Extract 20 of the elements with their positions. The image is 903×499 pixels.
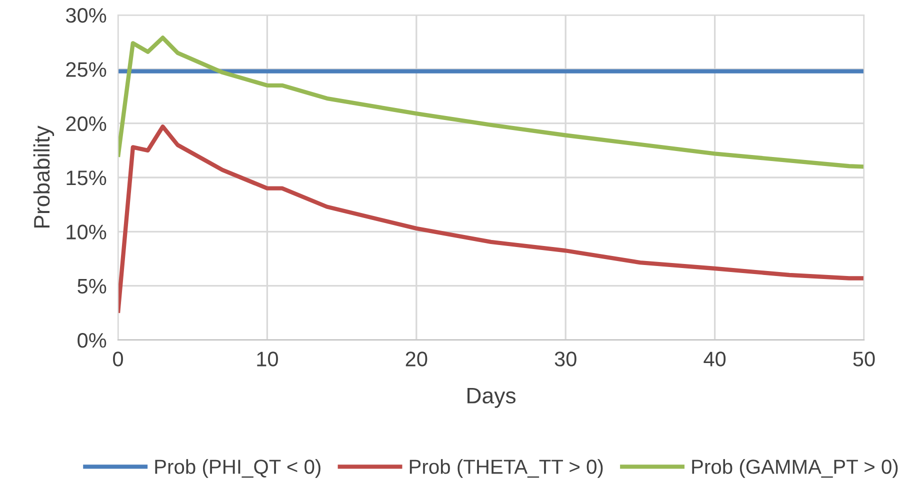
line-series [118,36,864,169]
y-tick-label: 10% [66,224,106,240]
y-tick-label: 20% [66,116,106,132]
y-tick-label: 5% [78,278,106,294]
y-tick-label: 25% [66,62,106,77]
y-tick-label: 0% [78,333,106,348]
line-series [118,124,864,315]
x-tick-label: 0 [113,352,123,366]
y-axis-title: Probability [33,126,54,228]
legend-label: Prob (PHI_QT < 0) [155,459,320,478]
x-tick-label: 40 [704,352,726,366]
y-tick-label: 30% [66,8,106,23]
legend-label: Prob (THETA_TT > 0) [410,459,603,478]
x-tick-label: 30 [554,352,576,366]
x-tick-label: 50 [853,352,875,366]
legend-label: Prob (GAMMA_PT > 0) [692,459,898,478]
x-tick-label: 20 [406,352,428,366]
x-axis-title: Days [468,388,516,408]
y-tick-label: 15% [66,170,106,186]
x-tick-label: 10 [257,352,278,366]
